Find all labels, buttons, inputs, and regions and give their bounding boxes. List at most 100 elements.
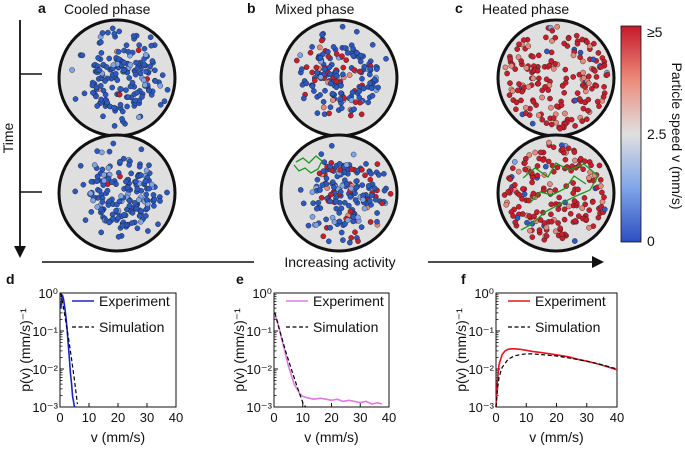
x-tick-label: 0 — [270, 410, 277, 425]
particle — [300, 95, 307, 102]
particle — [342, 45, 349, 51]
particle — [333, 198, 339, 205]
particle — [323, 175, 330, 182]
particle — [548, 104, 554, 111]
panel-letter-e: e — [236, 271, 244, 287]
particle — [601, 84, 607, 90]
particle — [593, 83, 600, 89]
particle — [105, 165, 112, 171]
particle — [554, 103, 560, 109]
particle — [593, 74, 600, 80]
x-tick-label: 20 — [549, 410, 563, 425]
particle — [95, 55, 101, 61]
x-tick-label: 10 — [519, 410, 533, 425]
particle — [348, 235, 355, 241]
particle — [598, 183, 604, 189]
particle — [365, 183, 372, 189]
snapshot-a-bottom — [57, 133, 177, 253]
particle — [521, 191, 528, 197]
particle — [317, 187, 323, 193]
particle — [350, 45, 356, 52]
particle — [347, 194, 354, 200]
particle — [344, 50, 351, 56]
particle — [80, 181, 87, 188]
particle — [146, 185, 152, 192]
particle — [568, 116, 575, 123]
particle — [307, 49, 314, 56]
particle — [598, 64, 605, 70]
particle — [152, 67, 158, 74]
particle — [522, 166, 529, 173]
particle — [81, 90, 88, 97]
particle — [537, 149, 544, 156]
particle — [323, 216, 329, 223]
particle — [519, 196, 525, 202]
particle — [548, 49, 555, 56]
particle — [546, 139, 552, 146]
particle — [527, 227, 533, 234]
particle — [534, 163, 541, 169]
particle — [366, 197, 373, 204]
particle — [142, 178, 149, 184]
particle — [116, 91, 123, 98]
particle — [554, 23, 561, 30]
particle — [503, 201, 510, 208]
particle — [512, 66, 519, 72]
particle — [363, 161, 369, 167]
particle — [333, 73, 340, 79]
particle — [572, 218, 579, 224]
particle — [317, 74, 324, 80]
particle — [562, 80, 569, 86]
activity-label: Increasing activity — [284, 254, 395, 270]
particle — [317, 92, 323, 98]
particle — [600, 94, 607, 100]
particle — [164, 87, 171, 93]
particle — [329, 179, 336, 185]
particle — [88, 209, 95, 215]
particle — [368, 85, 375, 91]
particle — [129, 79, 136, 86]
particle — [119, 222, 126, 229]
particle — [510, 213, 516, 219]
particle — [336, 218, 343, 225]
y-tick-label: 10⁻³ — [468, 400, 494, 415]
y-tick-label: 10⁻¹ — [468, 324, 494, 339]
particle — [548, 211, 554, 218]
particle — [303, 80, 310, 87]
particle — [142, 82, 148, 88]
particle — [515, 54, 522, 60]
particle — [355, 238, 361, 244]
particle — [309, 69, 316, 76]
particle — [320, 168, 327, 174]
particle — [309, 213, 316, 220]
particle — [316, 44, 323, 51]
particle — [524, 219, 530, 226]
particle — [100, 113, 106, 120]
particle — [512, 159, 518, 165]
panel-letter-a: a — [38, 0, 46, 16]
particle — [375, 172, 382, 178]
particle — [543, 120, 550, 126]
particle — [143, 52, 149, 58]
particle — [99, 199, 106, 205]
particle — [343, 181, 350, 187]
particle — [314, 176, 321, 183]
particle — [104, 187, 111, 194]
particle — [559, 231, 565, 237]
particle — [596, 162, 603, 169]
particle — [559, 146, 566, 152]
particle — [87, 190, 94, 197]
particle — [106, 198, 113, 204]
particle — [111, 104, 117, 111]
particle — [341, 199, 348, 206]
particle — [116, 198, 123, 205]
particle — [93, 93, 99, 100]
particle — [318, 37, 325, 44]
particle — [562, 156, 569, 163]
particle — [350, 151, 357, 158]
particle — [98, 50, 105, 56]
particle — [337, 189, 344, 195]
particle — [518, 97, 524, 104]
particle — [110, 140, 117, 147]
particle — [532, 149, 539, 156]
